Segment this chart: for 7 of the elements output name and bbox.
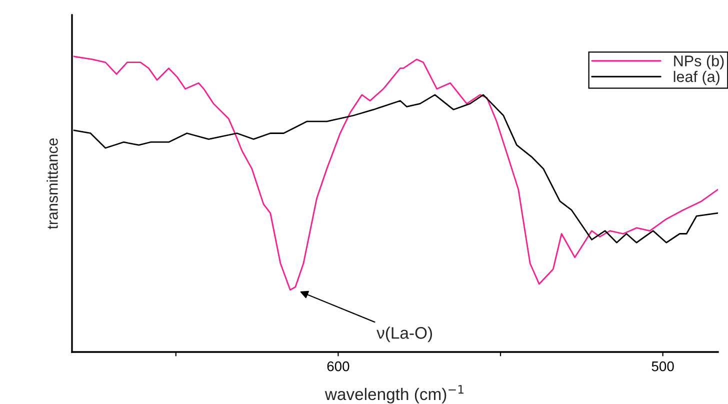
legend-label: leaf (a) xyxy=(674,70,720,86)
x-tick-label: 600 xyxy=(327,361,350,372)
x-axis-title: wavelength (cm)$^{−1}$ xyxy=(324,385,464,404)
annotation: ν(La-O) xyxy=(376,326,432,342)
legend-label: NPs (b) xyxy=(674,55,724,70)
y-axis-title: transmittance xyxy=(46,138,58,230)
x-tick-label: 500 xyxy=(652,361,674,372)
